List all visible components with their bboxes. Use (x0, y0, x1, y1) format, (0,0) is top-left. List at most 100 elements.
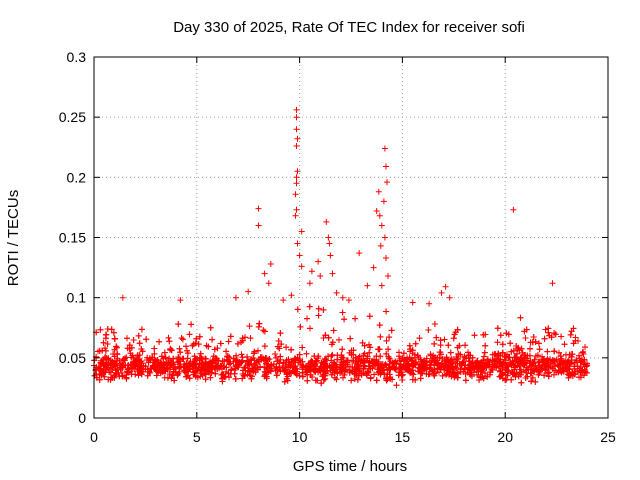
data-point (360, 366, 367, 373)
data-point (240, 372, 247, 379)
data-point (209, 357, 216, 364)
data-point (528, 370, 535, 377)
data-point (366, 349, 373, 356)
data-point (383, 337, 390, 344)
data-point (430, 355, 437, 362)
data-point (118, 362, 125, 369)
data-point (251, 357, 258, 364)
data-point (539, 353, 545, 360)
data-point (319, 366, 326, 373)
data-point (247, 335, 254, 342)
data-point (136, 340, 143, 347)
data-point (437, 366, 444, 373)
data-point (293, 206, 300, 213)
data-point (109, 366, 116, 372)
data-point (378, 369, 385, 376)
data-point (354, 376, 361, 383)
data-point (371, 371, 378, 378)
data-point (175, 355, 182, 362)
data-point (426, 300, 433, 307)
data-point (97, 326, 104, 333)
data-point (309, 359, 316, 365)
data-point (232, 367, 238, 373)
data-point (277, 368, 284, 375)
data-point (239, 357, 246, 364)
data-point (177, 349, 184, 356)
data-point (197, 350, 204, 357)
data-point (551, 371, 557, 378)
data-point (511, 364, 518, 371)
data-point (221, 374, 228, 380)
data-point (135, 332, 142, 339)
data-point (423, 366, 430, 373)
data-point (569, 351, 576, 358)
data-point (416, 335, 423, 342)
data-point (103, 359, 110, 366)
data-point (171, 377, 178, 384)
data-point (497, 367, 504, 374)
data-point (320, 376, 327, 383)
data-point (331, 360, 338, 367)
data-point (307, 325, 313, 332)
data-point (432, 359, 439, 366)
data-point (99, 347, 106, 354)
data-point (355, 362, 362, 369)
data-point (164, 374, 171, 381)
data-point (528, 378, 535, 385)
data-point (263, 373, 270, 380)
data-point (388, 327, 395, 334)
data-point (526, 360, 533, 367)
data-point (286, 361, 293, 368)
data-point (456, 342, 463, 349)
data-point (188, 321, 195, 328)
data-point (363, 372, 370, 379)
x-tick-label: 25 (600, 429, 616, 445)
data-point (158, 353, 165, 360)
data-point (277, 330, 284, 337)
data-point (248, 356, 255, 363)
data-point (563, 364, 570, 371)
data-point (294, 168, 301, 175)
data-point (288, 370, 295, 377)
data-point (513, 343, 520, 349)
data-point (102, 367, 109, 373)
data-point (334, 370, 341, 377)
data-point (431, 370, 438, 377)
data-point (321, 356, 328, 363)
data-point (244, 353, 251, 360)
data-point (524, 373, 531, 380)
data-point (426, 370, 433, 377)
data-point (306, 367, 313, 374)
data-point (351, 376, 358, 382)
data-point (473, 360, 480, 366)
data-point (177, 297, 184, 304)
data-point (289, 363, 296, 369)
data-point (535, 371, 542, 378)
data-point (521, 328, 528, 335)
data-point (304, 371, 311, 378)
data-point (196, 354, 203, 361)
data-point (214, 345, 221, 352)
data-point (385, 273, 391, 279)
data-point (407, 346, 414, 353)
data-point (251, 348, 258, 355)
data-point (170, 361, 177, 368)
data-point (247, 372, 254, 379)
data-point (292, 212, 299, 219)
data-point (102, 335, 109, 342)
data-point (104, 341, 111, 347)
data-point (457, 366, 464, 373)
data-point (497, 332, 504, 339)
data-point (348, 351, 355, 358)
data-point (535, 359, 542, 365)
data-point (207, 374, 214, 381)
data-point (576, 365, 583, 372)
data-point (181, 367, 188, 374)
data-point (322, 332, 329, 339)
data-point (566, 366, 573, 373)
data-point (112, 335, 118, 342)
data-point (257, 354, 264, 361)
data-point (573, 357, 580, 364)
chart-title: Day 330 of 2025, Rate Of TEC Index for r… (173, 19, 525, 36)
